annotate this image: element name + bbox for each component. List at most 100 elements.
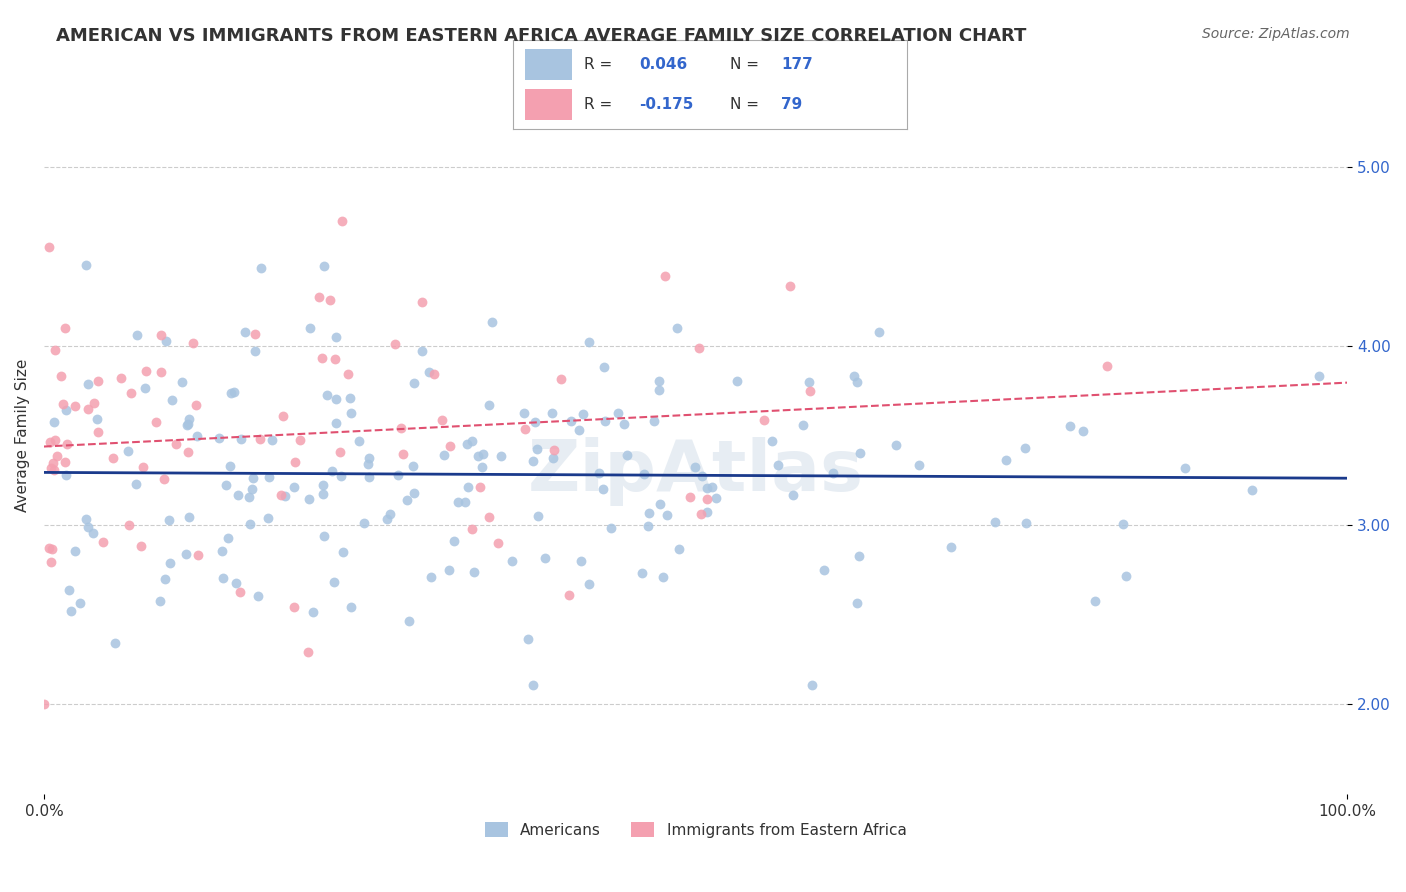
Point xyxy=(221,386,243,401)
Point xyxy=(522,677,544,691)
Point xyxy=(211,544,233,558)
Point xyxy=(447,494,470,508)
Point xyxy=(637,519,659,533)
Point xyxy=(225,576,247,591)
Point xyxy=(330,213,353,227)
Point xyxy=(779,279,801,293)
Point xyxy=(430,413,453,427)
Point xyxy=(336,367,359,381)
Point xyxy=(155,334,177,349)
Point xyxy=(592,482,614,496)
Point xyxy=(297,645,319,659)
Point xyxy=(439,439,461,453)
Point xyxy=(472,447,495,461)
Point xyxy=(187,548,209,562)
Point xyxy=(522,454,544,468)
Point xyxy=(541,406,564,420)
Point xyxy=(543,442,565,457)
Point xyxy=(478,510,501,524)
Point xyxy=(766,458,789,473)
Point xyxy=(215,478,238,492)
Point xyxy=(38,435,60,450)
Point xyxy=(454,495,477,509)
Point xyxy=(38,240,60,254)
Point xyxy=(302,605,325,619)
Point xyxy=(411,295,433,310)
Point xyxy=(290,433,312,447)
Point xyxy=(41,541,63,556)
Point xyxy=(679,490,702,504)
Point xyxy=(418,365,440,379)
Point xyxy=(329,445,352,459)
Point xyxy=(239,516,262,531)
Point xyxy=(110,371,132,385)
Point xyxy=(702,480,724,494)
FancyBboxPatch shape xyxy=(524,89,572,120)
Point xyxy=(648,496,671,510)
Point xyxy=(799,384,821,398)
Point xyxy=(398,614,420,628)
Point xyxy=(516,632,538,646)
Point xyxy=(39,555,62,569)
Point xyxy=(690,507,713,521)
Point xyxy=(44,433,66,447)
Point xyxy=(526,509,548,524)
Point xyxy=(131,459,153,474)
Point xyxy=(149,594,172,608)
Point xyxy=(688,342,710,356)
Point xyxy=(868,325,890,339)
Point xyxy=(384,337,406,351)
Point xyxy=(174,547,197,561)
Point xyxy=(884,438,907,452)
Point xyxy=(846,596,869,610)
Point xyxy=(312,478,335,492)
Point xyxy=(541,451,564,466)
Point xyxy=(170,375,193,389)
Point xyxy=(655,508,678,523)
Text: 177: 177 xyxy=(780,57,813,71)
Point xyxy=(283,480,305,494)
Point xyxy=(150,327,173,342)
Text: N =: N = xyxy=(730,97,763,112)
Point xyxy=(308,290,330,304)
Point xyxy=(599,521,621,535)
Point xyxy=(150,365,173,379)
Point xyxy=(357,457,380,471)
Point xyxy=(55,402,77,417)
Point xyxy=(844,368,866,383)
Text: 0.046: 0.046 xyxy=(640,57,688,71)
Point xyxy=(311,487,333,501)
Point xyxy=(578,576,600,591)
Point xyxy=(240,483,263,497)
Point xyxy=(245,344,267,359)
Point xyxy=(411,344,433,359)
Point xyxy=(38,541,60,556)
Point xyxy=(616,448,638,462)
Text: R =: R = xyxy=(583,57,617,71)
Point xyxy=(322,575,344,590)
Point xyxy=(243,327,266,342)
Point xyxy=(160,392,183,407)
Point xyxy=(550,372,572,386)
Point xyxy=(159,556,181,570)
Point xyxy=(51,369,73,384)
Point xyxy=(995,453,1018,467)
Point xyxy=(513,406,536,420)
Point xyxy=(846,375,869,389)
Point xyxy=(250,260,273,275)
Point xyxy=(298,320,321,334)
Point xyxy=(489,450,512,464)
Point xyxy=(325,417,347,431)
Text: ZipAtlas: ZipAtlas xyxy=(527,437,863,506)
Point xyxy=(249,432,271,446)
Point xyxy=(69,596,91,610)
Point xyxy=(284,455,307,469)
Point xyxy=(229,584,252,599)
Point xyxy=(725,374,748,388)
Point xyxy=(1115,569,1137,583)
Point xyxy=(135,364,157,378)
Point xyxy=(270,488,292,502)
Point xyxy=(323,351,346,366)
Point xyxy=(588,466,610,480)
Point xyxy=(1241,483,1264,498)
